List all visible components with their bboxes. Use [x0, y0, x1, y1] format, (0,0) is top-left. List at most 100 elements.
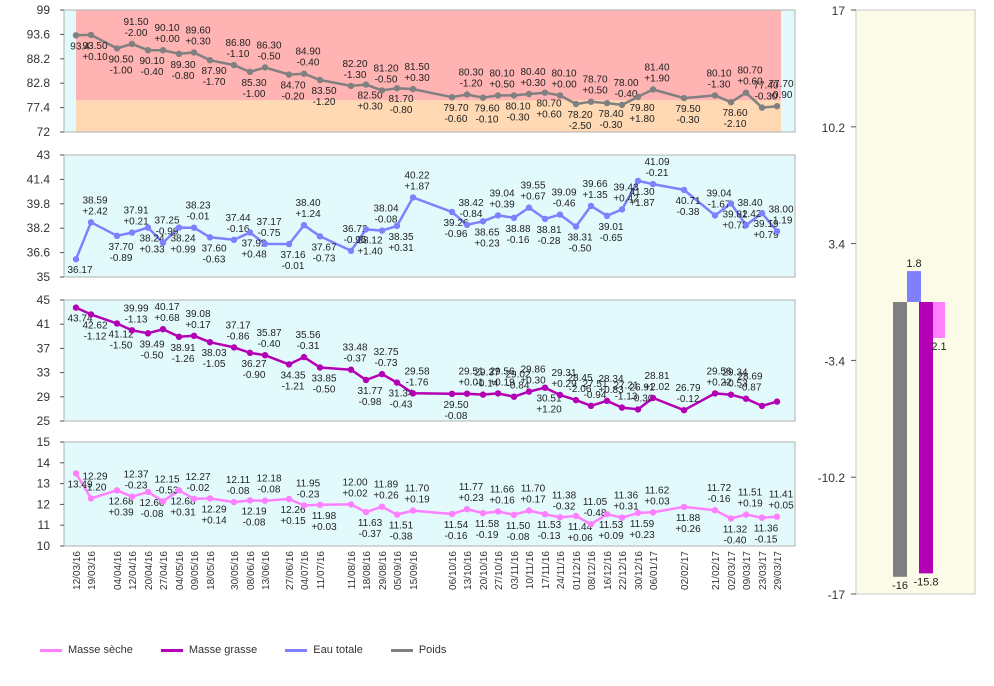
- data-point: [113, 487, 121, 494]
- y-tick-label: 38.2: [27, 221, 51, 235]
- data-label: 11.72 -0.16: [707, 483, 732, 505]
- y-tick-label: 15: [37, 435, 51, 449]
- data-point: [72, 256, 80, 263]
- data-label: 78.40 -0.30: [598, 109, 623, 131]
- panel-frame: [63, 154, 796, 278]
- panel-frame: [63, 299, 796, 422]
- y-tick-label: 11: [38, 518, 51, 532]
- data-point: [634, 406, 642, 413]
- y-tick-label: 33: [37, 366, 51, 380]
- data-label: 41.30 +1.87: [629, 187, 655, 209]
- y-tick-label: 10.2: [822, 121, 846, 135]
- legend-item-masse-seche[interactable]: Masse sèche: [40, 644, 133, 656]
- legend-label-eau-totale: Eau totale: [313, 644, 363, 656]
- data-label: 39.66 +1.35: [582, 179, 608, 201]
- data-point: [285, 495, 293, 503]
- data-point: [72, 304, 80, 311]
- data-point: [510, 214, 518, 221]
- data-label: 37.16 -0.01: [280, 250, 305, 272]
- data-point: [634, 177, 642, 185]
- data-label: 29.58 -1.76: [404, 366, 429, 388]
- x-tick-label: 18/05/16: [206, 551, 217, 590]
- data-point: [649, 86, 657, 93]
- legend-item-masse-grasse[interactable]: Masse grasse: [160, 644, 257, 656]
- data-point: [494, 212, 502, 219]
- data-label: 39.43 +0.42: [613, 182, 639, 204]
- data-label: 11.63 -0.37: [358, 518, 383, 540]
- legend-label-masse-seche: Masse sèche: [68, 644, 133, 656]
- data-point: [246, 68, 254, 76]
- data-point: [113, 320, 121, 327]
- y-tick-label: 39.8: [27, 197, 51, 211]
- data-point: [773, 228, 781, 235]
- data-label: 39.01 -0.65: [598, 222, 623, 244]
- data-point: [300, 222, 308, 229]
- legend-label-poids: Poids: [418, 644, 447, 656]
- data-point: [113, 45, 121, 52]
- data-label: 12.18 -0.08: [256, 474, 281, 496]
- data-point: [618, 101, 626, 109]
- y-tick-label: 37: [37, 341, 51, 355]
- data-point: [727, 391, 735, 398]
- data-label: 11.50 -0.08: [506, 521, 531, 543]
- legend-item-eau-totale[interactable]: Eau totale: [285, 644, 363, 656]
- data-point: [72, 470, 80, 477]
- data-label: 35.56 -0.31: [295, 330, 320, 352]
- data-point: [190, 224, 198, 231]
- data-point: [128, 327, 136, 334]
- data-point: [680, 407, 688, 414]
- data-label: 38.00 -1.19: [768, 204, 793, 226]
- data-point: [378, 370, 386, 378]
- data-label: 78.20 -2.50: [567, 110, 592, 132]
- data-label: 38.91 -1.26: [170, 343, 195, 365]
- data-label: 89.60 +0.30: [185, 26, 211, 48]
- y-tick-label: -10.2: [818, 471, 846, 485]
- data-point: [378, 503, 386, 510]
- data-label: 38.59 +2.42: [82, 195, 108, 217]
- data-label: 90.50 -1.00: [108, 54, 133, 76]
- data-point: [463, 221, 471, 228]
- data-point: [347, 501, 355, 508]
- data-label: 80.10 -1.30: [706, 68, 731, 90]
- x-tick-label: 06/01/17: [649, 551, 660, 590]
- data-label: 29.37 -0.14: [474, 368, 499, 390]
- data-point: [230, 498, 238, 506]
- data-point: [758, 209, 766, 217]
- data-point: [463, 390, 471, 397]
- data-point: [144, 224, 152, 231]
- data-label: 80.30 -1.20: [458, 68, 483, 90]
- data-label: 13.49: [67, 479, 92, 490]
- data-point: [618, 206, 626, 213]
- x-tick-label: 08/12/16: [587, 551, 598, 590]
- data-point: [175, 224, 183, 231]
- data-point: [316, 364, 324, 371]
- legend-item-poids[interactable]: Poids: [390, 644, 447, 656]
- data-label: 12.60 -0.08: [139, 498, 164, 520]
- data-label: 29.51 +0.01: [458, 367, 484, 389]
- data-label: 11.89 +0.26: [373, 480, 399, 502]
- x-tick-label: 06/10/16: [448, 551, 459, 590]
- y-tick-label: 99: [37, 3, 51, 17]
- y-tick-label: 41: [37, 317, 51, 331]
- x-tick-label: 04/05/16: [175, 551, 186, 590]
- data-point: [479, 509, 487, 517]
- data-label: 81.70 -0.80: [388, 94, 413, 116]
- data-point: [649, 509, 657, 516]
- data-point: [159, 498, 167, 505]
- data-point: [742, 89, 750, 96]
- data-point: [285, 240, 293, 248]
- data-point: [525, 507, 533, 514]
- data-label: 82.50 +0.30: [357, 91, 383, 113]
- data-label: 79.50 -0.30: [675, 104, 700, 126]
- data-point: [572, 223, 580, 230]
- data-label: 31.34 -0.43: [388, 389, 413, 411]
- x-tick-label: 21/02/17: [711, 551, 722, 590]
- bar-masse-seche: [933, 302, 945, 339]
- data-label: 29.02 -0.84: [505, 370, 530, 392]
- data-label: 11.51 -0.38: [389, 521, 414, 543]
- data-label: 27.21 -1.13: [613, 381, 638, 403]
- data-label: 11.59 +0.23: [629, 519, 655, 541]
- data-point: [230, 344, 238, 351]
